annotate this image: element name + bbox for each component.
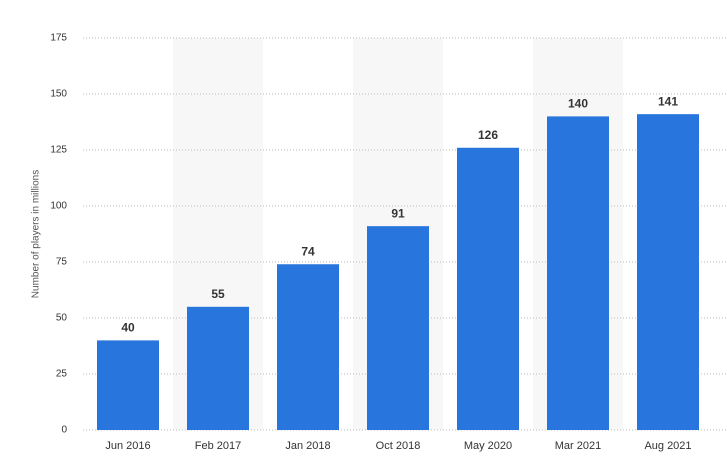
y-tick-label: 100 xyxy=(50,201,67,212)
y-axis-label: Number of players in millions xyxy=(31,170,42,298)
y-tick-label: 50 xyxy=(56,313,68,324)
value-label: 126 xyxy=(478,128,498,142)
value-label: 91 xyxy=(391,206,405,220)
value-label: 55 xyxy=(211,287,225,301)
bar xyxy=(97,340,159,430)
x-tick-label: Jun 2016 xyxy=(105,440,150,452)
x-tick-label: Jan 2018 xyxy=(285,440,330,452)
x-tick-label: Aug 2021 xyxy=(644,440,691,452)
x-tick-label: Mar 2021 xyxy=(555,440,601,452)
y-tick-label: 150 xyxy=(50,89,67,100)
bar xyxy=(637,114,699,430)
value-label: 74 xyxy=(301,244,315,258)
value-label: 40 xyxy=(121,321,135,335)
x-tick-label: Oct 2018 xyxy=(376,440,421,452)
x-tick-label: Feb 2017 xyxy=(195,440,241,452)
bar xyxy=(367,226,429,430)
y-tick-label: 75 xyxy=(56,257,68,268)
value-label: 140 xyxy=(568,97,588,111)
y-tick-label: 175 xyxy=(50,33,67,44)
y-tick-label: 0 xyxy=(61,425,67,436)
y-tick-label: 125 xyxy=(50,145,67,156)
value-label: 141 xyxy=(658,94,678,108)
bar xyxy=(277,264,339,430)
bar xyxy=(187,306,249,430)
y-tick-label: 25 xyxy=(56,369,68,380)
bar xyxy=(547,116,609,431)
bar xyxy=(457,147,519,430)
x-tick-label: May 2020 xyxy=(464,440,512,452)
